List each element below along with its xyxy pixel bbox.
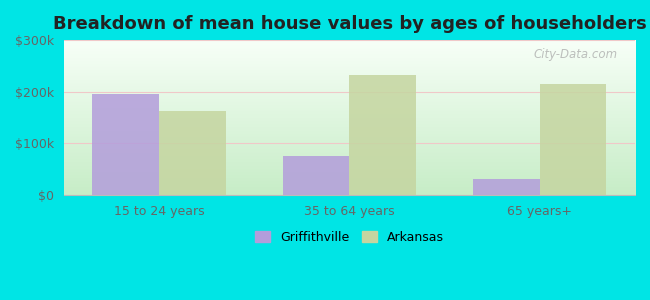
Bar [540, 84, 606, 195]
Bar [283, 156, 350, 195]
Text: City-Data.com: City-Data.com [534, 48, 618, 61]
Legend: Griffithville, Arkansas: Griffithville, Arkansas [250, 226, 448, 249]
Bar [350, 75, 416, 195]
Bar [159, 111, 226, 195]
Bar [473, 179, 540, 195]
Title: Breakdown of mean house values by ages of householders: Breakdown of mean house values by ages o… [53, 15, 646, 33]
Bar [92, 94, 159, 195]
